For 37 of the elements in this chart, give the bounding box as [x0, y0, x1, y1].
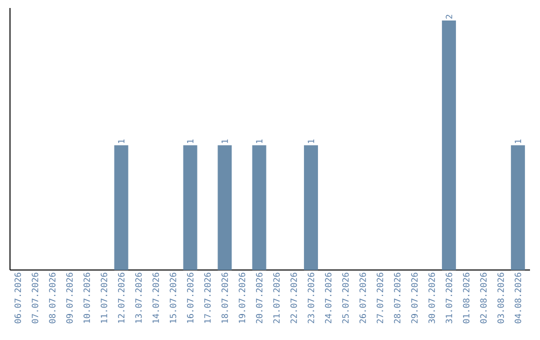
x-tick-label: 09.07.2026 — [66, 272, 73, 324]
x-tick-label: 08.07.2026 — [49, 272, 56, 324]
x-tick-label: 10.07.2026 — [84, 272, 90, 323]
data-label: 1 — [308, 139, 314, 144]
data-label: 1 — [514, 139, 522, 144]
data-label: 1 — [256, 139, 262, 144]
x-tick-label: 11.07.2026 — [100, 272, 108, 323]
x-tick-label: 12.07.2026 — [118, 272, 124, 323]
x-tick-label: 03.08.2026 — [497, 272, 504, 324]
data-label: 2 — [446, 14, 452, 19]
data-label: 1 — [222, 139, 228, 144]
x-tick-label: 28.07.2026 — [394, 272, 400, 324]
x-tick-label: 06.07.2026 — [14, 272, 22, 324]
x-tick-label: 19.07.2026 — [238, 272, 246, 323]
x-tick-label: 17.07.2026 — [204, 272, 211, 323]
x-tick-label: 31.07.2026 — [446, 272, 452, 324]
x-tick-label: 30.07.2026 — [428, 272, 435, 324]
x-tick-label: 02.08.2026 — [480, 272, 487, 324]
x-tick-label: 04.08.2026 — [514, 272, 522, 324]
x-tick-label: 21.07.2026 — [273, 272, 280, 324]
x-tick-label: 23.07.2026 — [308, 272, 314, 324]
x-tick-label: 22.07.2026 — [290, 272, 297, 324]
data-label: 1 — [118, 139, 124, 144]
x-tick-label: 25.07.2026 — [342, 272, 349, 324]
x-tick-label: 16.07.2026 — [186, 272, 194, 323]
x-tick-label: 01.08.2026 — [462, 272, 470, 324]
x-tick-label: 15.07.2026 — [170, 272, 176, 323]
x-tick-label: 29.07.2026 — [411, 272, 418, 324]
x-tick-label: 27.07.2026 — [376, 272, 384, 324]
x-tick-label: 07.07.2026 — [32, 272, 38, 324]
data-label: 1 — [187, 139, 194, 144]
x-tick-label: 14.07.2026 — [152, 272, 159, 323]
x-tick-label: 13.07.2026 — [135, 272, 142, 323]
x-tick-label: 24.07.2026 — [324, 272, 332, 324]
x-tick-label: 18.07.2026 — [221, 272, 228, 323]
x-tick-label: 26.07.2026 — [359, 272, 366, 324]
x-tick-label: 20.07.2026 — [256, 272, 262, 324]
